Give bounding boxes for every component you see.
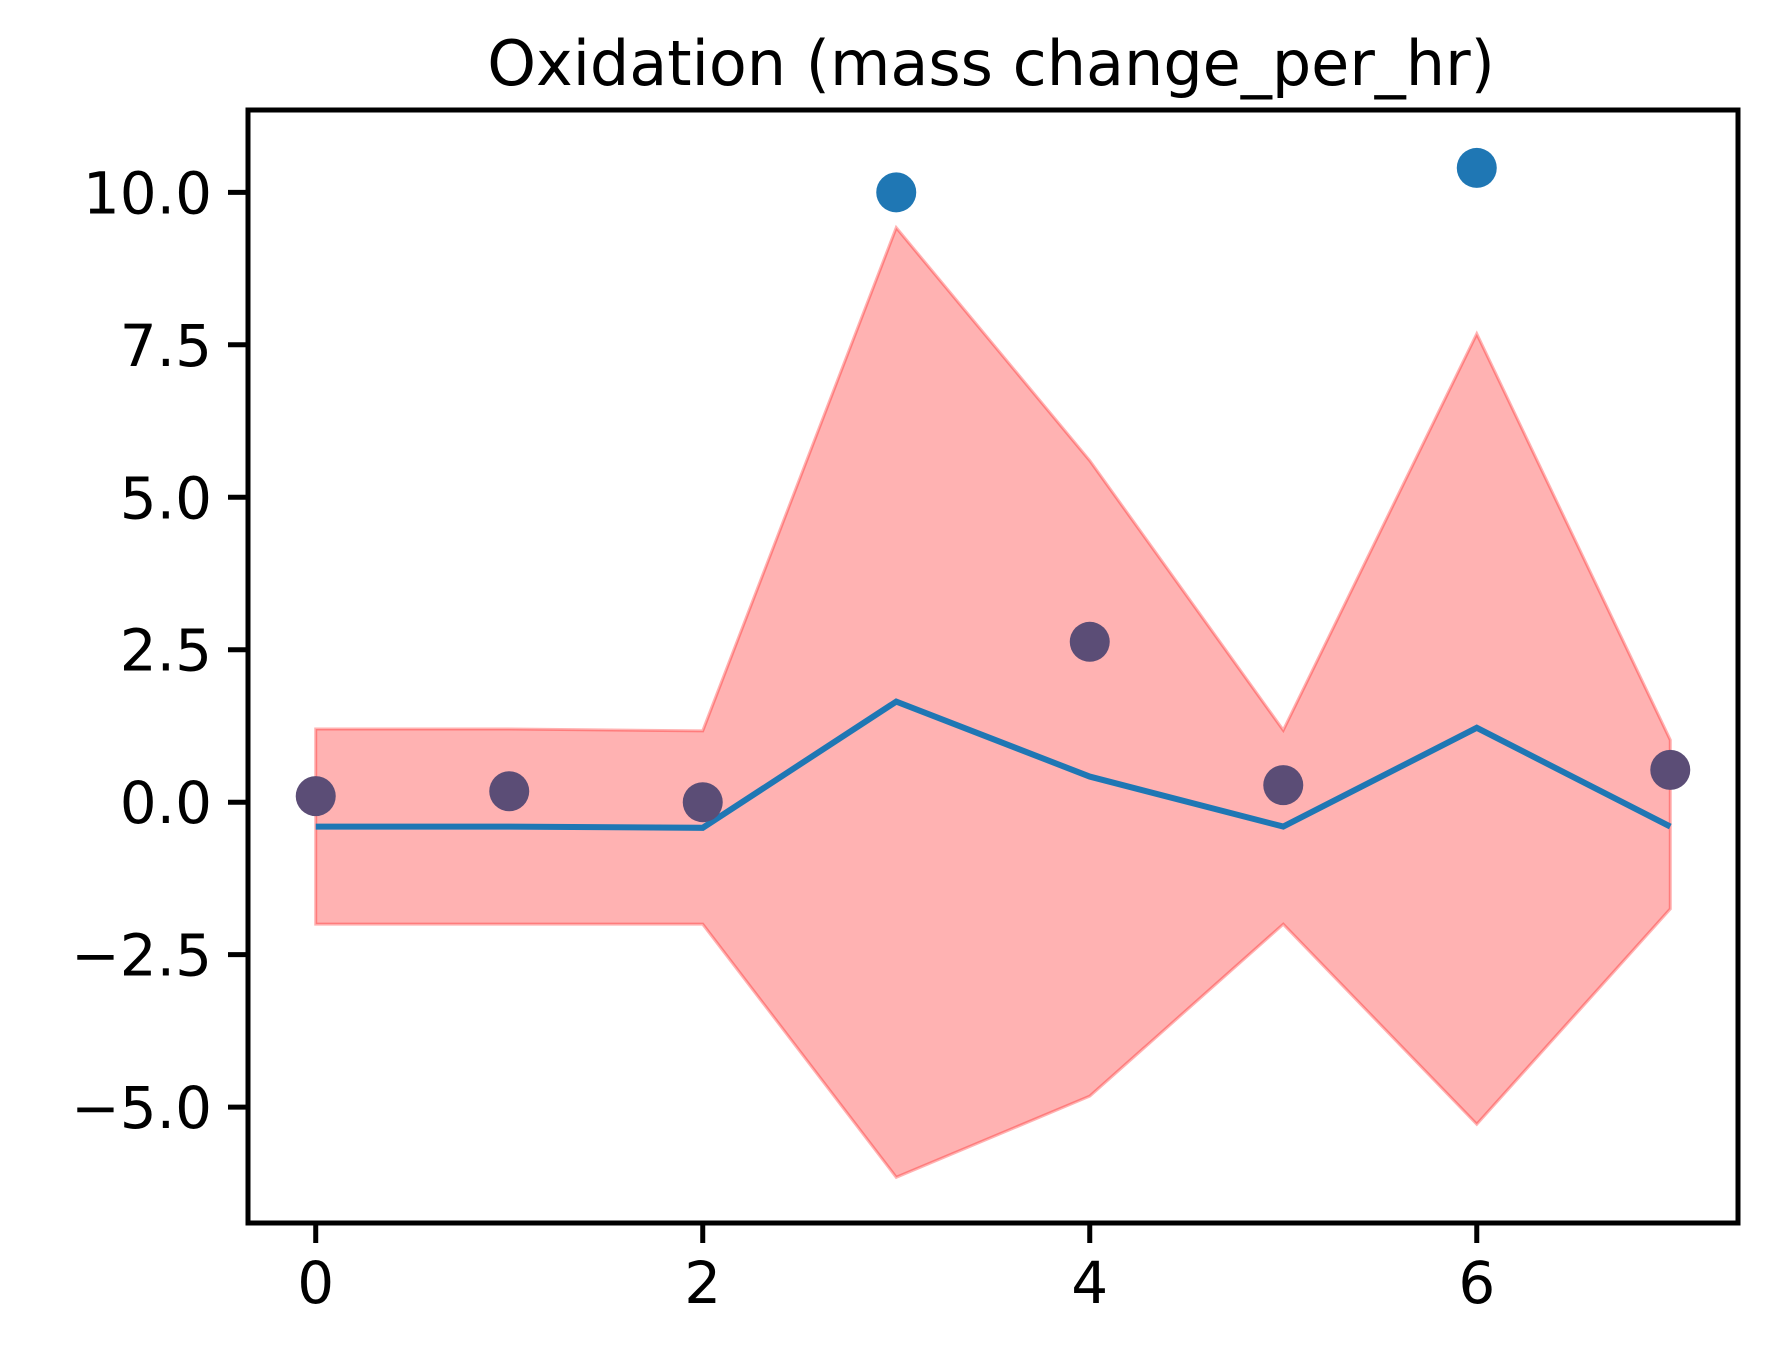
data-point bbox=[1263, 765, 1304, 806]
y-tick-label: −2.5 bbox=[71, 922, 212, 990]
data-point bbox=[876, 172, 917, 213]
data-point bbox=[295, 776, 336, 817]
y-tick-label: −5.0 bbox=[71, 1074, 212, 1142]
uncertainty-band bbox=[314, 224, 1672, 1180]
data-point bbox=[489, 771, 530, 812]
y-tick-label: 5.0 bbox=[120, 464, 212, 532]
plot-frame bbox=[245, 107, 1741, 1226]
x-tick-label: 4 bbox=[1071, 1249, 1108, 1317]
chart-title: Oxidation (mass change_per_hr) bbox=[487, 27, 1495, 100]
series-line bbox=[315, 698, 1672, 831]
y-tick-label: 2.5 bbox=[120, 617, 212, 685]
data-point bbox=[1069, 621, 1110, 662]
axes: 0 2 4 6 −5.0 −2.5 0.0 2.5 5.0 7.5 10.0 bbox=[71, 107, 1741, 1317]
y-tick-label: 0.0 bbox=[120, 769, 212, 837]
plot-area bbox=[295, 147, 1691, 1180]
data-point bbox=[1456, 147, 1497, 188]
x-tick-label: 2 bbox=[684, 1249, 721, 1317]
data-point bbox=[1650, 749, 1691, 790]
y-tick-label: 10.0 bbox=[83, 159, 212, 227]
data-point bbox=[682, 782, 723, 823]
x-tick-label: 0 bbox=[297, 1249, 334, 1317]
y-tick-label: 7.5 bbox=[120, 312, 212, 380]
x-tick-label: 6 bbox=[1458, 1249, 1495, 1317]
